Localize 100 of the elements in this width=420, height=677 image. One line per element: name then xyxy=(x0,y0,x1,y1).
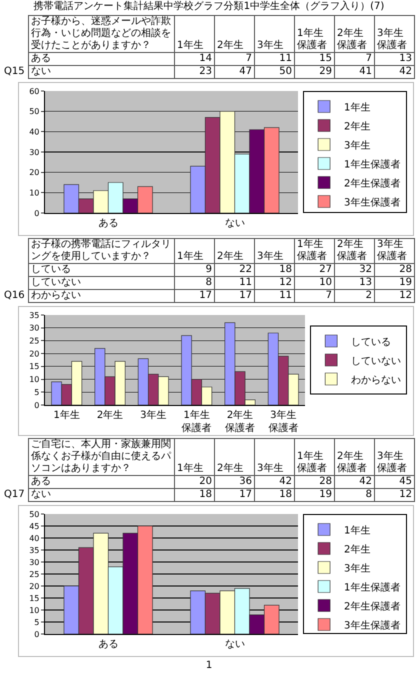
data-label: 42 xyxy=(254,476,294,488)
y-tick-label: 60 xyxy=(29,86,40,96)
y-tick-label: 45 xyxy=(29,522,40,531)
data-label: 18 xyxy=(174,488,214,502)
y-tick-label: 0 xyxy=(34,630,40,639)
category-label: 2年生保護者 xyxy=(334,238,374,264)
text: している xyxy=(28,264,174,276)
y-tick-label: 20 xyxy=(29,349,40,358)
category-label: 1年生保護者 xyxy=(294,16,334,52)
data-label: 8 xyxy=(334,488,374,502)
data-label: 8 xyxy=(174,276,214,290)
legend-label: 2年生保護者 xyxy=(344,600,400,612)
data-label: 20 xyxy=(174,476,214,488)
y-tick-label: 30 xyxy=(29,558,40,567)
y-tick-label: 35 xyxy=(29,546,40,555)
category-label: 3年生 xyxy=(254,438,294,476)
legend-label: 3年生保護者 xyxy=(344,196,400,208)
y-tick-label: 25 xyxy=(29,570,40,579)
x-tick-label: 1年生保護者 xyxy=(182,409,212,434)
y-tick-label: 5 xyxy=(34,388,40,397)
category-label: 1年生保護者 xyxy=(294,438,334,476)
category-label: 1年生 xyxy=(174,238,214,264)
data-label: 27 xyxy=(294,264,334,276)
text: ない xyxy=(28,488,174,502)
category-label: 1年生 xyxy=(174,16,214,52)
legend-label: 2年生 xyxy=(344,120,370,132)
legend-label: 2年生保護者 xyxy=(344,177,400,190)
x-tick-label: 3年生 xyxy=(140,409,167,421)
data-label: 7 xyxy=(334,52,374,66)
legend-label: 1年生 xyxy=(344,524,370,536)
legend-label: 3年生 xyxy=(344,562,370,574)
legend-label: していない xyxy=(351,356,402,367)
text: ある xyxy=(28,476,174,488)
data-label: 12 xyxy=(254,276,294,290)
text: Q16 xyxy=(4,290,26,303)
data-label: 7 xyxy=(294,290,334,302)
data-label: 15 xyxy=(294,52,334,66)
data-label: 2 xyxy=(334,290,374,302)
category-label: 3年生保護者 xyxy=(374,438,414,476)
x-tick-label: 2年生 xyxy=(96,409,124,421)
y-tick-label: 30 xyxy=(29,148,40,157)
data-label: 13 xyxy=(334,276,374,290)
data-label: 42 xyxy=(334,476,374,488)
data-label: 14 xyxy=(174,52,214,66)
y-tick-label: 40 xyxy=(29,127,40,136)
data-label: 18 xyxy=(254,488,294,502)
y-tick-label: 40 xyxy=(29,534,40,543)
y-tick-label: 10 xyxy=(29,375,40,384)
text: Q15 xyxy=(4,66,26,79)
y-tick-label: 0 xyxy=(34,400,40,410)
category-label: 3年生 xyxy=(254,238,294,264)
data-label: 47 xyxy=(214,66,254,78)
y-tick-label: 30 xyxy=(29,324,40,333)
text: ご自宅に、本人用・家族兼用関係なくお子様が自由に使えるパソコンはありますか？ xyxy=(28,438,174,476)
category-label: 2年生 xyxy=(214,238,254,264)
data-label: 17 xyxy=(214,488,254,502)
data-label: 45 xyxy=(374,476,414,488)
x-tick-label: 3年生保護者 xyxy=(268,409,298,434)
text: Q17 xyxy=(4,489,26,502)
data-label: 50 xyxy=(254,66,294,78)
y-tick-label: 5 xyxy=(34,618,40,627)
data-label: 19 xyxy=(294,488,334,502)
legend-label: 1年生保護者 xyxy=(344,581,400,594)
category-label: 3年生 xyxy=(254,16,294,52)
data-label: 11 xyxy=(214,276,254,290)
data-label: 22 xyxy=(214,264,254,276)
x-tick-label: 1年生 xyxy=(53,409,80,421)
legend-label: 1年生 xyxy=(344,101,370,114)
y-tick-label: 50 xyxy=(29,107,40,116)
category-label: 2年生保護者 xyxy=(334,438,374,476)
y-tick-label: 15 xyxy=(29,594,40,603)
category-label: 1年生 xyxy=(174,438,214,476)
data-label: 9 xyxy=(174,264,214,276)
y-tick-label: 35 xyxy=(29,310,40,320)
data-label: 18 xyxy=(254,264,294,276)
data-label: 10 xyxy=(294,276,334,290)
data-label: 28 xyxy=(374,264,414,276)
text: ある xyxy=(28,52,174,66)
y-tick-label: 50 xyxy=(29,510,40,519)
data-label: 17 xyxy=(174,290,214,302)
text: わからない xyxy=(28,290,174,302)
data-label: 13 xyxy=(374,52,414,66)
y-tick-label: 20 xyxy=(29,582,40,591)
legend-label: 3年生 xyxy=(344,139,370,152)
text: ない xyxy=(28,66,174,78)
category-label: 2年生保護者 xyxy=(334,16,374,52)
legend-label: している xyxy=(351,336,392,348)
text: 1 xyxy=(204,659,214,672)
y-tick-label: 10 xyxy=(29,606,40,615)
category-label: 3年生保護者 xyxy=(374,16,414,52)
legend-label: 3年生保護者 xyxy=(344,619,400,632)
data-label: 32 xyxy=(334,264,374,276)
y-tick-label: 15 xyxy=(29,362,40,372)
category-label: 2年生 xyxy=(214,16,254,52)
legend-label: 2年生 xyxy=(344,543,370,556)
data-label: 11 xyxy=(254,52,294,66)
data-label: 29 xyxy=(294,66,334,78)
y-tick-label: 10 xyxy=(29,188,40,198)
data-label: 17 xyxy=(214,290,254,302)
data-label: 36 xyxy=(214,476,254,488)
